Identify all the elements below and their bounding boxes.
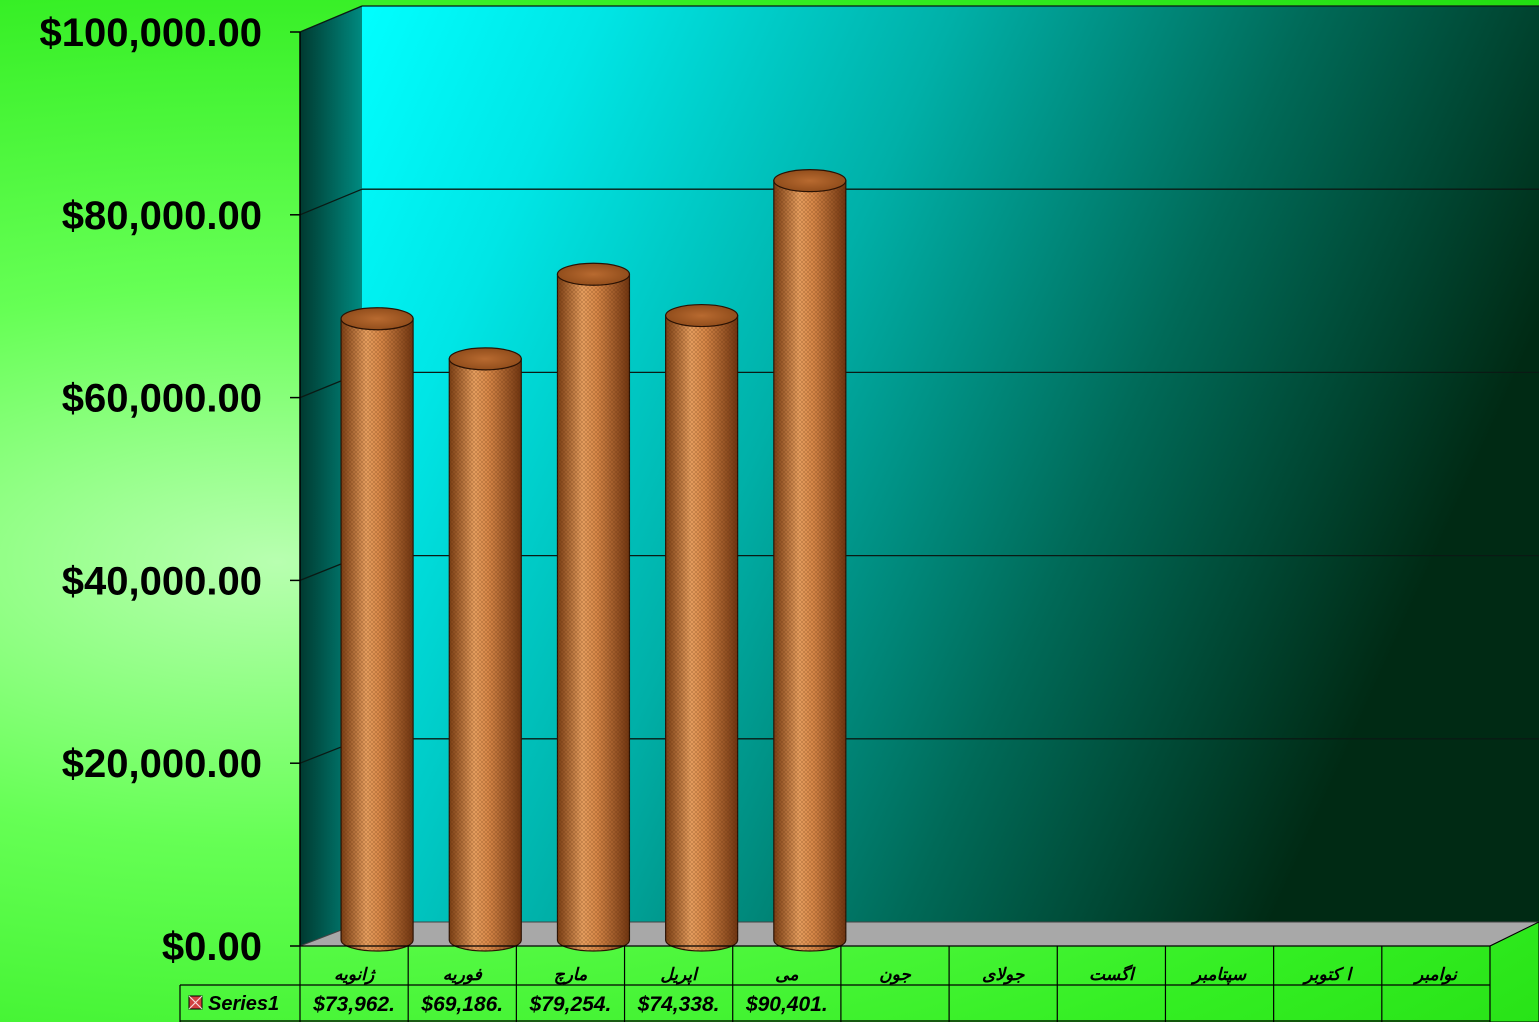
bar (556, 262, 631, 952)
value-label: $74,338. (637, 993, 720, 1016)
bar (340, 307, 414, 952)
category-label: ا کتوبر (1301, 965, 1353, 985)
y-tick-label: $60,000.00 (62, 377, 262, 421)
y-tick-label: $40,000.00 (62, 559, 262, 603)
bar (448, 347, 522, 952)
category-label: سپتامبر (1190, 965, 1247, 985)
bar-top (773, 169, 847, 193)
category-label: می (775, 965, 799, 985)
gridline-side (299, 188, 363, 216)
category-label: اگست (1089, 964, 1136, 985)
gridline-side (299, 5, 363, 33)
back-wall (362, 6, 1539, 922)
y-tick-label: $80,000.00 (62, 194, 262, 238)
value-label: $69,186. (420, 993, 503, 1016)
category-label: نوامبر (1412, 965, 1458, 985)
bar (665, 303, 739, 952)
y-tick-label: $100,000.00 (40, 11, 262, 55)
bars (340, 169, 847, 952)
category-label: فوریه (443, 965, 483, 985)
category-label: جولای (982, 965, 1025, 985)
bar (773, 169, 847, 952)
y-tick-labels: $0.00 $20,000.00 $40,000.00 $60,000.00 $80,0… (40, 11, 262, 969)
category-label: مارچ (554, 965, 588, 985)
value-label: $73,962. (312, 993, 395, 1016)
bar-top (448, 347, 522, 371)
category-label: ژانویه (334, 965, 376, 985)
y-tick-label: $0.00 (162, 925, 262, 969)
legend-series-name: Series1 (208, 993, 279, 1015)
value-label: $90,401. (745, 993, 828, 1016)
bar-top (340, 307, 414, 331)
y-axis (290, 31, 301, 947)
value-label: $79,254. (529, 993, 612, 1016)
category-label: اپریل (660, 965, 699, 985)
data-table: ژانویه فوریه مارچ اپریل می جون جولای اگست سپتامب… (179, 921, 1539, 1022)
bar-top (556, 262, 631, 286)
bar-top (665, 303, 739, 328)
y-tick-label: $20,000.00 (62, 742, 262, 786)
category-label: جون (879, 965, 911, 985)
